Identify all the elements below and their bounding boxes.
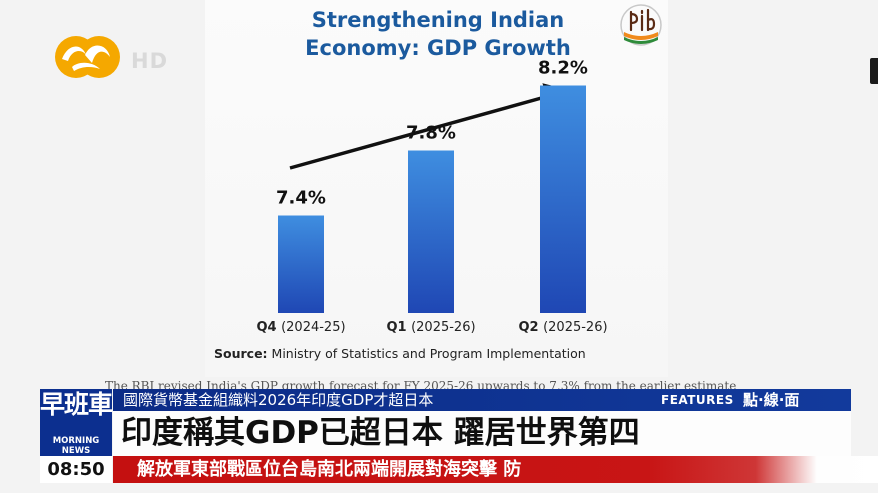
segment-label: 點·線·面 — [743, 391, 800, 409]
hd-label: HD — [131, 49, 169, 73]
news-ticker: 解放軍東部戰區位台島南北兩端開展對海突擊 防 — [113, 456, 878, 483]
background-caption-text: The RBI revised India's GDP growth forec… — [105, 379, 737, 391]
program-badge-subtitle: MORNING NEWS — [52, 436, 100, 456]
phoenix-tv-logo-icon — [55, 36, 120, 78]
headline-text: 印度稱其GDP已超日本 躍居世界第四 — [121, 415, 640, 451]
value-label-2: 7.8% — [406, 123, 456, 144]
side-tab — [870, 58, 878, 84]
lower-third-top-bar: 國際貨幣基金組織料2026年印度GDP才超日本 FEATURES 點·線·面 — [113, 389, 851, 411]
value-label-1: 7.4% — [276, 188, 326, 209]
trend-arrow — [289, 83, 570, 170]
chart-title-line-1: Strengthening Indian — [311, 8, 565, 32]
ticker-text: 解放軍東部戰區位台島南北兩端開展對海突擊 防 — [137, 459, 522, 480]
chart-title: Strengthening Indian Economy: GDP Growth — [218, 6, 658, 62]
category-label-3: Q2 (2025-26) — [518, 320, 607, 335]
bar-2 — [408, 150, 454, 313]
features-label: FEATURES — [661, 393, 734, 407]
bar-1 — [278, 215, 324, 313]
headline-bar: 印度稱其GDP已超日本 躍居世界第四 — [113, 411, 851, 456]
program-badge: 早班車 MORNING NEWS — [40, 389, 113, 459]
pib-logo-icon — [620, 4, 662, 46]
source-label: Source: — [214, 346, 268, 361]
chart-title-line-2: Economy: GDP Growth — [305, 36, 571, 60]
category-label-2: Q1 (2025-26) — [386, 320, 475, 335]
program-badge-title: 早班車 — [40, 390, 113, 419]
top-bar-text: 國際貨幣基金組織料2026年印度GDP才超日本 — [123, 391, 434, 409]
chart-source: Source: Ministry of Statistics and Progr… — [214, 346, 586, 361]
value-label-3: 8.2% — [538, 58, 588, 79]
broadcast-time: 08:50 — [40, 456, 112, 483]
source-text: Ministry of Statistics and Program Imple… — [271, 346, 586, 361]
bar-3 — [540, 85, 586, 313]
category-label-1: Q4 (2024-25) — [256, 320, 345, 335]
